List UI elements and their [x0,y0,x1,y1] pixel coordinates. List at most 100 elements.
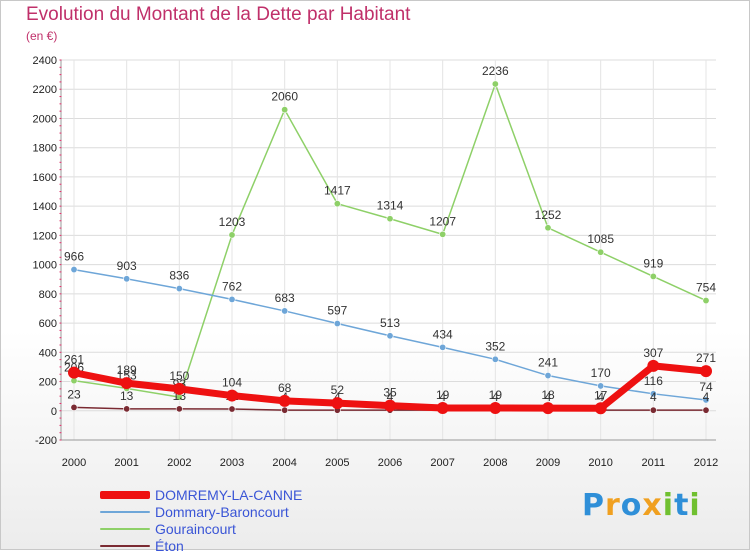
data-label: 241 [538,356,558,370]
data-point [278,394,291,407]
x-tick-label: 2005 [325,457,349,469]
data-point [649,406,657,414]
data-point [491,355,499,363]
data-point [123,275,131,283]
data-label: 23 [67,387,81,401]
legend-swatch [100,544,150,547]
data-label: 4 [597,390,604,404]
x-tick-label: 2010 [588,457,612,469]
logo-letter: i [689,488,701,523]
data-label: 19 [489,388,503,402]
y-tick-label: 1000 [33,260,57,272]
data-label: 271 [696,351,716,365]
data-point [281,307,289,315]
data-point [594,402,607,415]
data-point [649,390,657,398]
data-label: 35 [383,386,397,400]
data-point [544,224,552,232]
data-label: 1203 [219,215,246,229]
data-point [331,397,344,410]
y-tick-label: 0 [51,406,57,418]
legend-item-eton: Éton [100,537,400,554]
legend-item-gouraincourt: Gouraincourt [100,520,400,537]
y-tick-label: -200 [35,435,57,447]
data-label: 52 [331,383,345,397]
data-point [439,343,447,351]
data-point [436,401,449,414]
data-label: 4 [545,390,552,404]
data-label: 762 [222,279,242,293]
data-label: 1207 [429,214,456,228]
data-label: 150 [169,369,189,383]
y-tick-label: 600 [39,318,57,330]
y-tick-label: 2400 [33,55,57,67]
data-point [384,399,396,412]
data-point [700,365,712,378]
data-point [228,405,236,413]
y-tick-label: 1200 [33,230,57,242]
data-point [228,231,236,239]
data-label: 513 [380,316,400,330]
data-label: 1314 [377,199,404,213]
data-label: 2060 [271,90,298,104]
legend-label: Dommary-Baroncourt [155,503,289,520]
data-point [386,215,394,223]
x-tick-label: 2000 [62,457,86,469]
data-point [702,406,710,414]
y-tick-label: 1400 [33,201,57,213]
legend-swatch [100,527,150,530]
legend-label: DOMREMY-LA-CANNE [155,486,303,503]
data-point [70,403,78,411]
data-point [439,230,447,238]
data-point [120,377,133,390]
y-tick-label: 1600 [33,172,57,184]
data-label: 1417 [324,184,351,198]
x-tick-label: 2009 [536,457,560,469]
data-label: 18 [541,388,555,402]
data-label: 17 [594,388,608,402]
data-point [544,372,552,380]
logo-letter: x [642,488,663,523]
y-tick-label: 2000 [33,113,57,125]
data-label: 170 [591,366,611,380]
data-label: 1252 [535,208,562,222]
data-point [647,359,660,372]
data-label: 13 [120,389,134,403]
data-point [489,401,502,414]
y-tick-label: 400 [39,347,57,359]
data-point [702,396,710,404]
data-point [173,382,186,395]
data-point [175,285,183,293]
data-point [649,272,657,280]
data-point [123,405,131,413]
data-label: 903 [117,259,137,273]
data-point [68,366,80,379]
data-label: 352 [485,339,505,353]
data-label: 2236 [482,64,509,78]
data-label: 19 [436,388,450,402]
data-point [281,106,289,114]
data-point [70,266,78,274]
data-label: 4 [703,390,710,404]
x-tick-label: 2012 [694,457,718,469]
data-label: 4 [387,390,394,404]
data-point [281,406,289,414]
chart-legend: DOMREMY-LA-CANNE Dommary-Baroncourt Gour… [100,486,400,554]
x-tick-label: 2006 [378,457,402,469]
proxiti-logo[interactable]: Proxiti [582,488,701,523]
data-label: 104 [222,376,242,390]
data-label: 261 [64,353,84,367]
logo-letter: o [620,488,643,523]
data-point [228,295,236,303]
data-label: 74 [699,380,713,394]
y-tick-label: 1800 [33,143,57,155]
data-label: 919 [643,256,663,270]
legend-label: Éton [155,537,184,554]
x-tick-label: 2002 [167,457,191,469]
data-label: 4 [492,390,499,404]
data-point [175,405,183,413]
data-label: 68 [278,381,292,395]
chart-title: Evolution du Montant de la Dette par Hab… [26,4,411,25]
logo-letter: i [662,488,675,523]
